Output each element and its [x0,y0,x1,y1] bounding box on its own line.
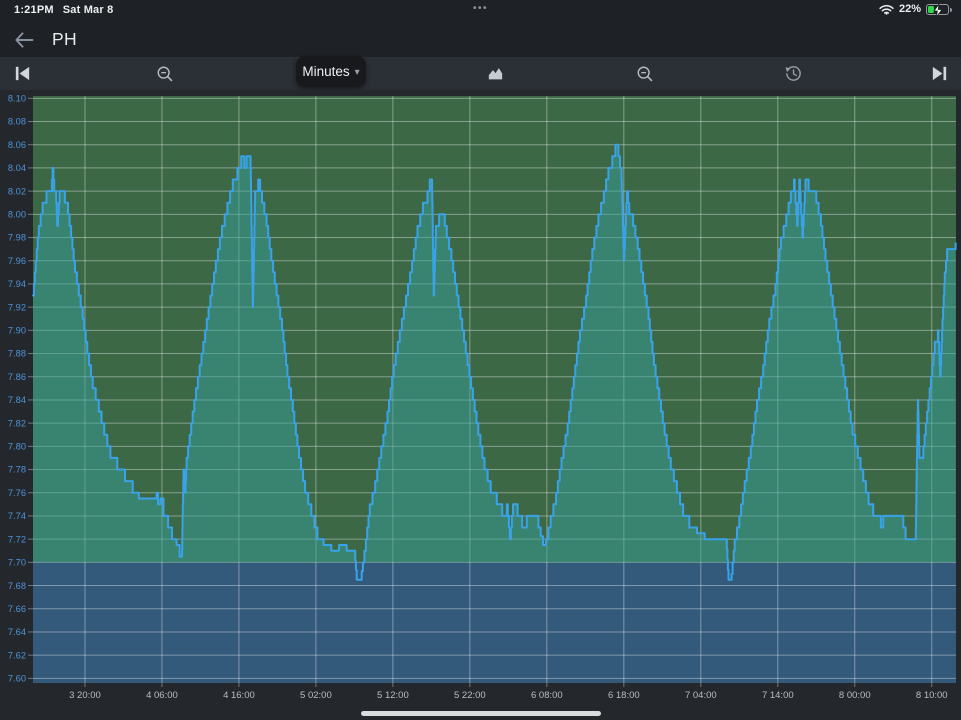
zoom-out-button-right[interactable] [623,57,667,90]
y-tick-label: 7.68 [8,581,26,591]
x-tick-label: 5 22:00 [454,690,486,701]
battery-charging-icon [926,4,949,15]
y-tick-label: 7.82 [8,418,26,428]
status-bar: 1:21PMSat Mar 8 ••• 22% [0,0,961,22]
area-chart-icon [487,66,504,81]
chart-type-button[interactable] [473,57,517,90]
home-indicator[interactable] [361,711,601,716]
page-title: PH [52,29,77,50]
x-tick-label: 7 14:00 [762,690,794,701]
zoom-out-button-left[interactable] [143,57,187,90]
y-tick-label: 8.00 [8,210,26,220]
charging-bolt-icon [933,4,943,17]
chart-toolbar: Minutes ▾ [0,57,961,90]
back-arrow-icon [14,31,34,49]
caret-down-icon: ▾ [355,66,360,78]
y-tick-label: 8.02 [8,186,26,196]
skip-to-start-icon [14,66,31,81]
y-tick-label: 7.86 [8,372,26,382]
x-tick-label: 6 18:00 [608,690,640,701]
y-tick-label: 7.94 [8,279,26,289]
y-tick-label: 7.96 [8,256,26,266]
y-tick-label: 8.10 [8,94,26,104]
x-tick-label: 4 16:00 [223,690,255,701]
battery-percent: 22% [899,3,921,15]
y-tick-label: 7.78 [8,465,26,475]
x-tick-label: 4 06:00 [146,690,178,701]
x-tick-label: 5 02:00 [300,690,332,701]
y-tick-label: 7.84 [8,395,26,405]
x-tick-label: 7 04:00 [685,690,717,701]
history-icon [784,64,803,83]
skip-to-start-button[interactable] [0,57,44,90]
skip-to-end-icon [931,66,948,81]
x-tick-label: 6 08:00 [531,690,563,701]
wifi-icon [879,4,894,15]
y-tick-label: 7.70 [8,558,26,568]
interval-dropdown[interactable]: Minutes ▾ [296,56,366,87]
back-button[interactable] [4,25,44,55]
chart-canvas[interactable]: 8.10 8.08 8.06 8.04 8.02 8.00 7.98 7.96 7.94 7.92… [0,90,961,704]
nav-bar: PH [0,22,961,57]
y-tick-label: 7.88 [8,349,26,359]
y-tick-label: 7.98 [8,233,26,243]
history-button[interactable] [771,57,815,90]
x-tick-label: 3 20:00 [69,690,101,701]
y-tick-label: 7.62 [8,650,26,660]
y-tick-label: 7.90 [8,326,26,336]
y-tick-label: 7.64 [8,627,26,637]
multitask-dots[interactable]: ••• [0,3,961,14]
ph-chart[interactable]: 8.10 8.08 8.06 8.04 8.02 8.00 7.98 7.96 7.94 7.92… [0,90,961,720]
x-tick-label: 8 10:00 [916,690,948,701]
y-tick-label: 7.92 [8,302,26,312]
zoom-out-icon [636,65,654,83]
zoom-out-icon [156,65,174,83]
y-tick-label: 7.60 [8,674,26,684]
top-bar: 1:21PMSat Mar 8 ••• 22% [0,0,961,57]
y-tick-label: 7.74 [8,511,26,521]
y-tick-label: 7.76 [8,488,26,498]
zone-below-7.70 [33,562,956,683]
y-tick-label: 7.66 [8,604,26,614]
x-tick-label: 8 00:00 [839,690,871,701]
interval-label: Minutes [302,64,349,79]
y-tick-label: 8.04 [8,163,26,173]
y-tick-label: 8.08 [8,117,26,127]
x-tick-label: 5 12:00 [377,690,409,701]
skip-to-end-button[interactable] [917,57,961,90]
y-tick-label: 7.80 [8,442,26,452]
y-tick-label: 8.06 [8,140,26,150]
y-tick-label: 7.72 [8,534,26,544]
